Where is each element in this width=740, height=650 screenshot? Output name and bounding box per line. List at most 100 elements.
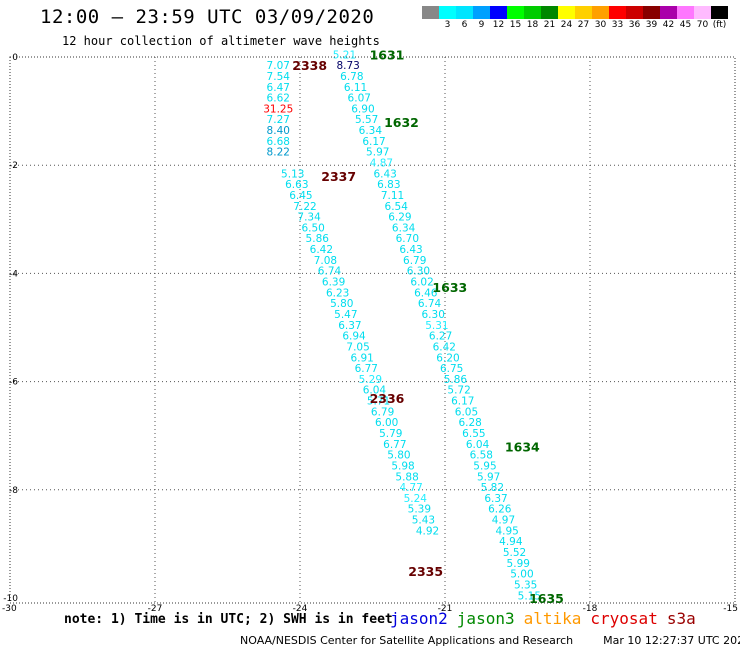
swh-value: 5.31 [425,320,448,332]
swh-value: 7.05 [346,341,369,353]
page-title: 12:00 — 23:59 UTC 03/09/2020 [40,6,375,28]
swh-value: 6.90 [351,103,374,115]
swh-value: 6.37 [484,493,507,505]
swh-value: 6.75 [440,363,463,375]
x-tick-label: -30 [2,604,17,614]
swh-value: 7.34 [297,212,321,224]
color-legend: 3 6 9 12 15 18 21 24 27 30 33 36 39 42 45 70 (ft) [422,6,728,34]
swh-value: 5.97 [366,147,389,159]
y-tick-label: -10 [3,594,18,604]
legend-label: 27 [577,20,590,30]
swh-value: 6.62 [267,93,290,105]
swh-value: 6.43 [399,244,422,256]
swh-value: 5.52 [503,547,526,559]
swh-value: 6.74 [418,298,442,310]
legend-swatch [524,6,541,19]
swh-value: 6.30 [422,309,445,321]
swh-value: 6.77 [355,363,378,375]
satellite-name: jason2 [390,609,448,628]
swh-value: 6.07 [348,93,371,105]
swh-value: 5.71 [367,396,390,408]
swh-value: 6.79 [403,255,426,267]
swh-value: 6.17 [362,136,385,148]
swh-value: 5.80 [387,450,410,462]
swh-value: 6.39 [322,277,345,289]
swh-value: 5.72 [447,385,470,397]
x-tick-label: -27 [148,604,163,614]
swh-value: 6.42 [310,244,333,256]
swh-value: 6.83 [377,179,400,191]
swh-value: 6.55 [462,428,485,440]
swh-value: 5.13 [281,168,304,180]
legend-swatch [677,6,694,19]
swh-value: 6.47 [267,82,290,94]
pass-label: 1631 [370,47,405,62]
swh-value: 8.40 [267,125,290,137]
legend-label: 6 [461,20,468,30]
legend-label: 24 [560,20,573,30]
pass-label: 2337 [321,169,356,184]
track-1631: 5.218.736.786.116.076.905.576.346.175.97… [333,49,541,602]
legend-swatch [660,6,677,19]
swh-value: 5.00 [510,569,533,581]
swh-value: 5.39 [408,504,431,516]
swh-value: 6.29 [388,212,411,224]
legend-swatch [507,6,524,19]
swh-value: 5.47 [334,309,357,321]
swh-value: 6.94 [342,331,366,343]
swh-value: 6.04 [363,385,387,397]
legend-swatch [490,6,507,19]
pass-label: 1635 [529,591,564,606]
legend-swatch [609,6,626,19]
satellite-name: s3a [666,609,696,628]
swh-value: 6.42 [433,341,456,353]
y-tick-label: -8 [9,486,18,496]
y-tick-label: 0 [12,53,18,63]
pass-label: 2335 [408,564,443,579]
swh-value: 31.25 [263,103,293,115]
axis-ticks: -30 -27 -24 -21 -18 -15 0 -2 -4 -6 -8 -10 [2,53,738,614]
legend-swatch [473,6,490,19]
pass-label: 1632 [384,115,419,130]
swh-value: 6.70 [396,233,419,245]
legend-label: 3 [444,20,451,30]
swh-value: 6.54 [385,201,409,213]
legend-swatch [643,6,660,19]
legend-swatch [456,6,473,19]
swh-value: 6.00 [375,417,398,429]
legend-label: 30 [594,20,607,30]
swh-value: 6.02 [410,277,433,289]
swh-value: 6.78 [340,71,363,83]
x-tick-label: -15 [723,604,738,614]
swh-value: 7.54 [267,71,291,83]
swh-value: 7.08 [314,255,337,267]
swh-value: 5.24 [404,493,428,505]
swh-value: 6.91 [350,352,373,364]
swh-value: 5.98 [391,460,414,472]
swh-value: 7.11 [381,190,404,202]
track-2337: 5.136.636.457.227.346.505.866.427.086.74… [281,168,439,537]
swh-value: 6.68 [267,136,290,148]
swh-value: 7.27 [267,114,290,126]
swh-value: 4.77 [399,482,422,494]
legend-swatch [422,6,439,19]
swh-value: 6.23 [326,287,349,299]
pass-label: 2336 [370,391,405,406]
legend-label: 70 [696,20,709,30]
swh-value: 8.22 [267,147,290,159]
swh-value: 6.74 [318,266,342,278]
swh-value: 6.27 [429,331,452,343]
legend-label: 21 [543,20,556,30]
swh-value: 8.73 [336,60,359,72]
swh-value: 6.58 [470,450,493,462]
legend-swatch [711,6,728,19]
legend-swatch [626,6,643,19]
map-frame [9,56,736,604]
swh-value: 6.63 [285,179,308,191]
footer-credit: NOAA/NESDIS Center for Satellite Applica… [240,634,740,647]
pass-label: 1633 [432,280,467,295]
legend-label: 15 [509,20,522,30]
